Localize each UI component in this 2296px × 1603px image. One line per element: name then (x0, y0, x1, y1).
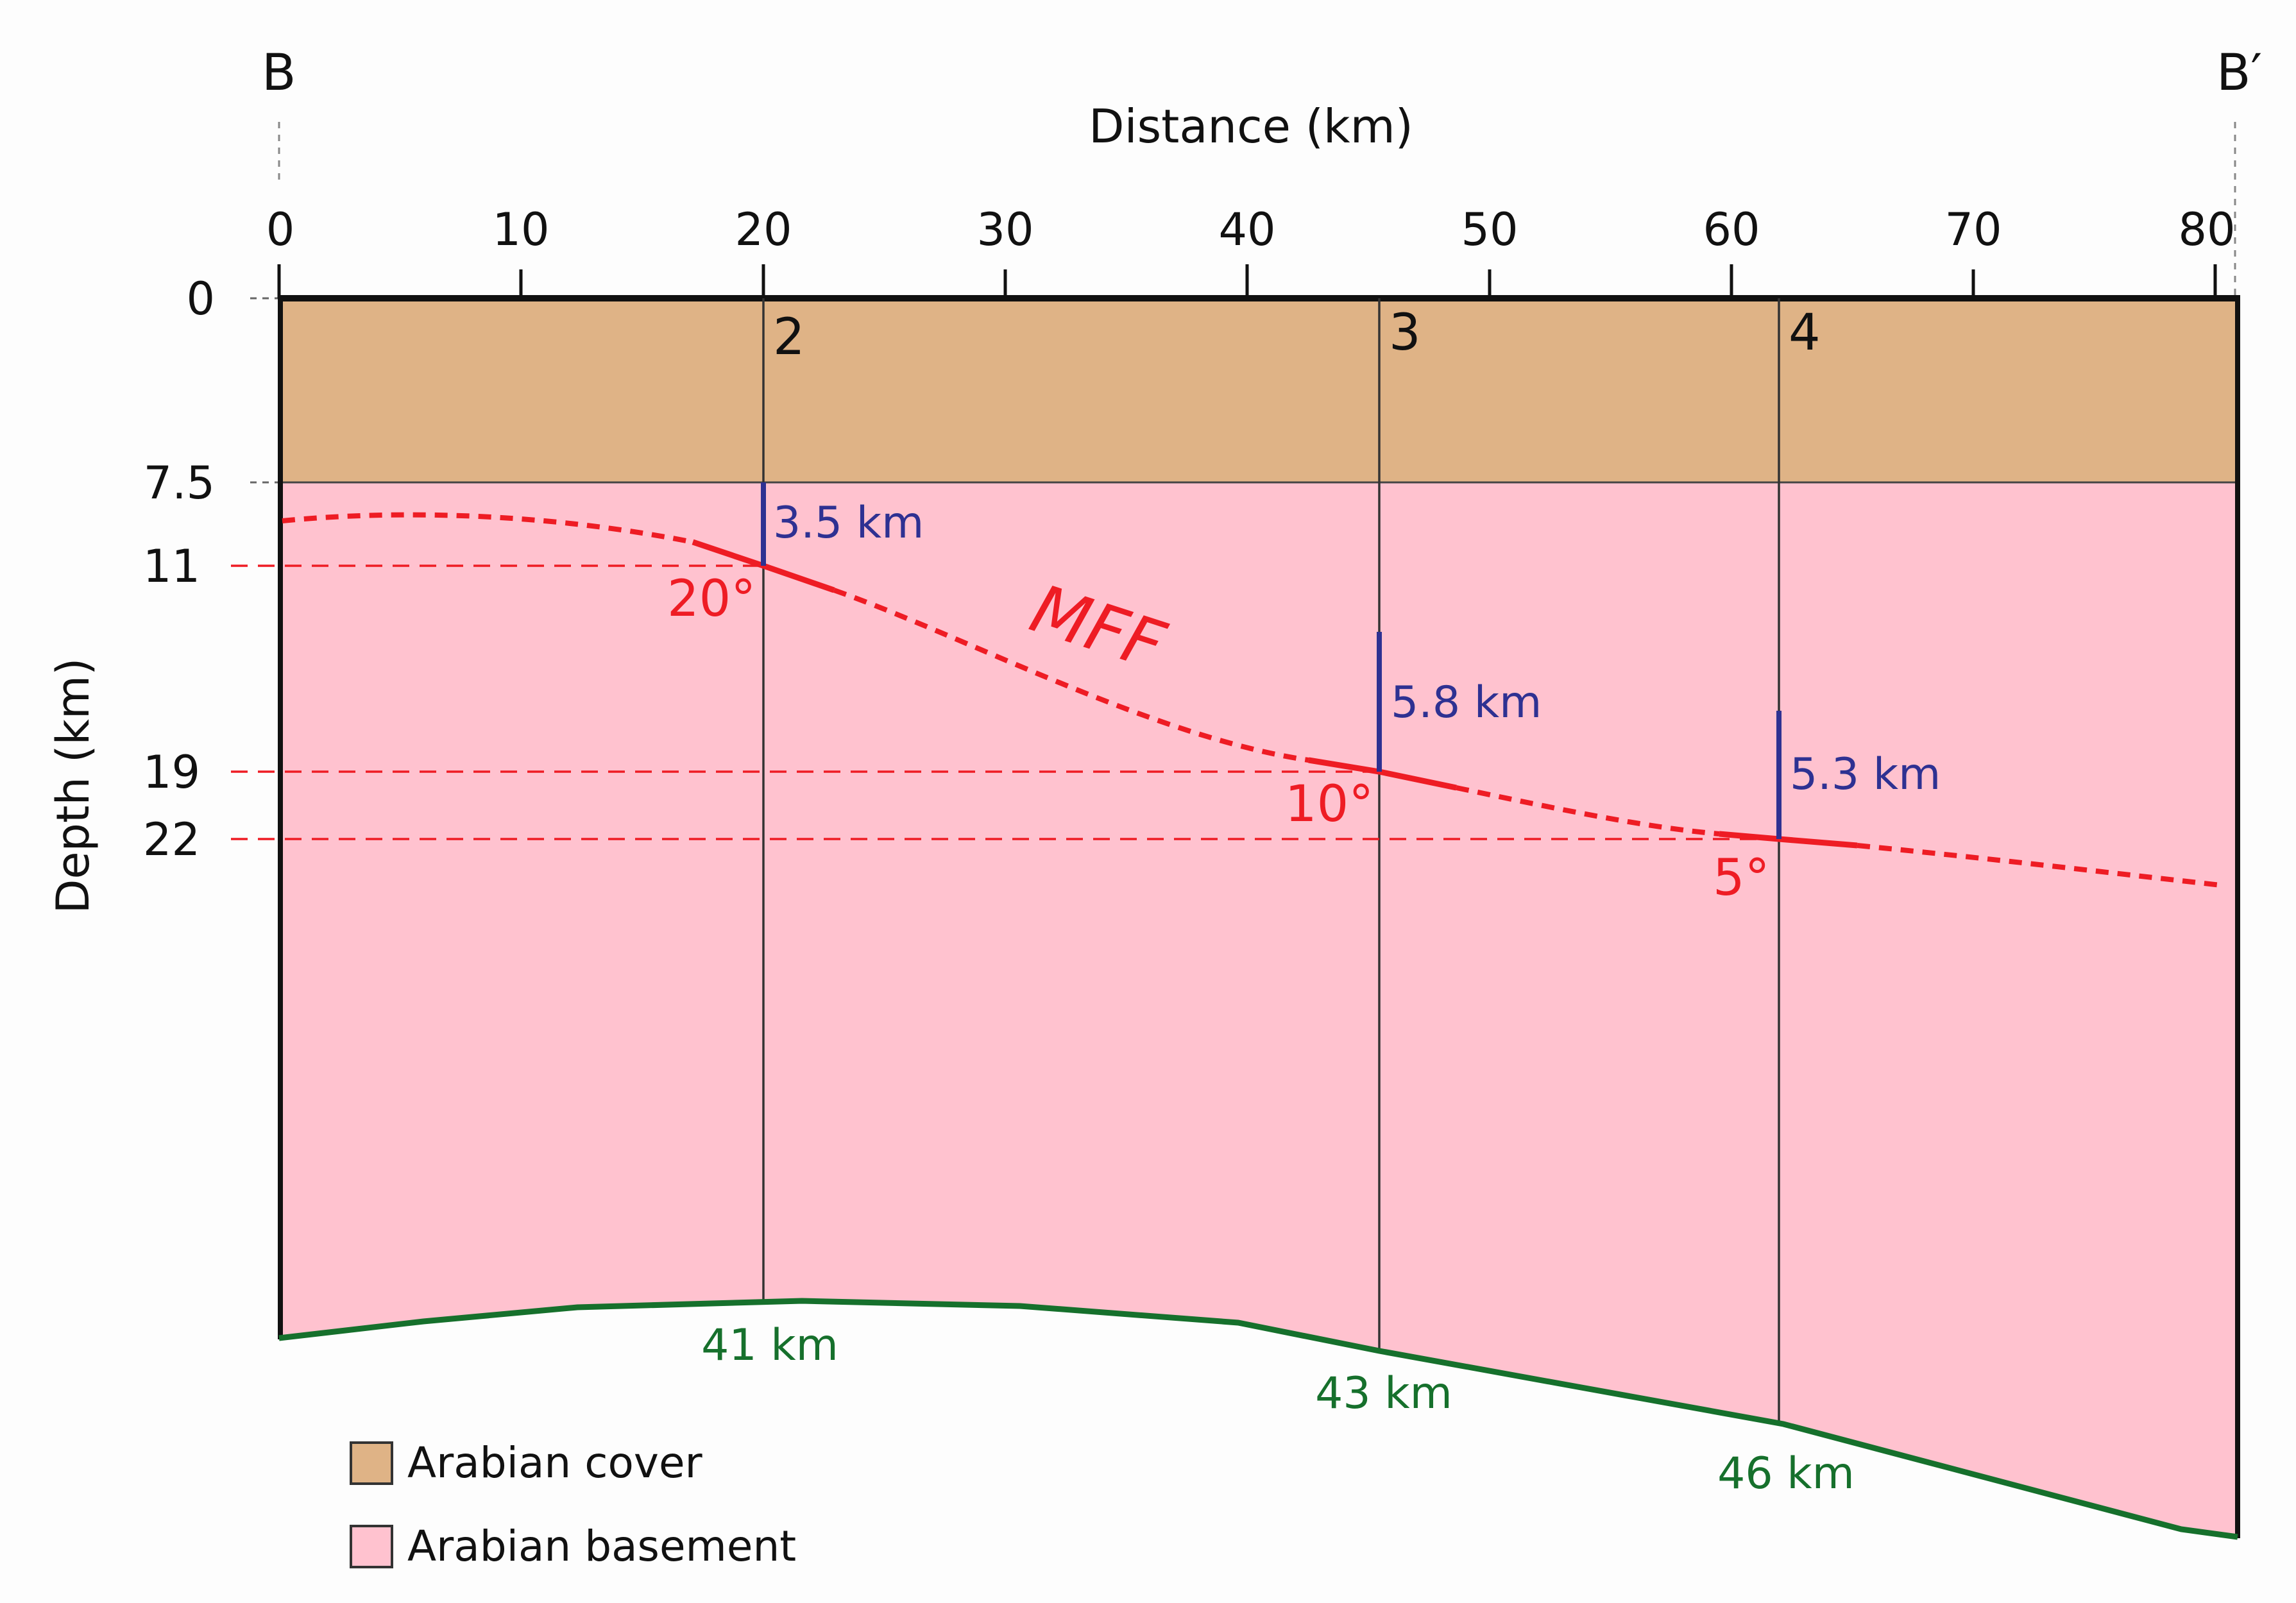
fault-dashed-end (1857, 843, 2222, 888)
x-tick-label: 10 (492, 203, 549, 256)
y-tick-label: 7.5 (144, 457, 215, 509)
x-tick-marks (277, 264, 2217, 298)
legend-item-cover: Arabian cover (350, 1438, 702, 1488)
moho-line (278, 1298, 2238, 1540)
y-tick-label: 11 (143, 540, 200, 593)
x-tick-label: 70 (1944, 203, 2002, 256)
profile-end-label: B′ (2216, 44, 2262, 102)
column-label-2: 2 (773, 309, 805, 366)
y-tick-label: 19 (143, 746, 200, 799)
moho-label-4: 46 km (1717, 1448, 1855, 1499)
x-tick-labels: 0 10 20 30 40 50 60 70 80 (266, 203, 2236, 256)
x-tick-label: 30 (976, 203, 1033, 256)
x-tick-label: 20 (735, 203, 792, 256)
x-tick-label: 0 (266, 203, 295, 256)
x-tick-label: 60 (1703, 203, 1760, 256)
y-tick-label: 0 (186, 273, 215, 325)
dip-label-4: 5° (1713, 849, 1770, 907)
x-tick-label: 80 (2178, 203, 2235, 256)
arabian-basement-area (279, 301, 2238, 1537)
dip-label-3: 10° (1285, 776, 1373, 833)
x-axis-title: Distance (km) (1089, 99, 1413, 153)
fault-dashed-shallow (282, 512, 693, 545)
column-label-4: 4 (1789, 304, 1821, 362)
moho-label-3: 43 km (1315, 1368, 1452, 1419)
thickness-label-2: 3.5 km (773, 498, 924, 548)
moho-label-2: 41 km (701, 1320, 838, 1371)
x-tick-label: 40 (1218, 203, 1275, 256)
profile-start-label: B (262, 44, 296, 102)
legend-label-basement: Arabian basement (407, 1522, 797, 1571)
legend-swatch-cover (350, 1441, 393, 1485)
fault-dashed-mid (833, 588, 1309, 763)
thickness-label-4: 5.3 km (1790, 749, 1941, 800)
y-axis-title: Depth (km) (47, 658, 99, 914)
y-tick-labels: 0 7.5 11 19 22 (143, 273, 215, 866)
dip-label-2: 20° (667, 570, 756, 628)
legend-item-basement: Arabian basement (350, 1522, 796, 1571)
y-tick-label: 22 (143, 813, 200, 866)
column-label-3: 3 (1389, 304, 1421, 362)
x-tick-label: 50 (1461, 203, 1518, 256)
legend-swatch-basement (350, 1524, 393, 1568)
legend-label-cover: Arabian cover (407, 1438, 702, 1488)
thickness-label-3: 5.8 km (1391, 677, 1542, 728)
fault-dashed-deep (1456, 785, 1720, 836)
arabian-cover-area (279, 298, 2238, 482)
